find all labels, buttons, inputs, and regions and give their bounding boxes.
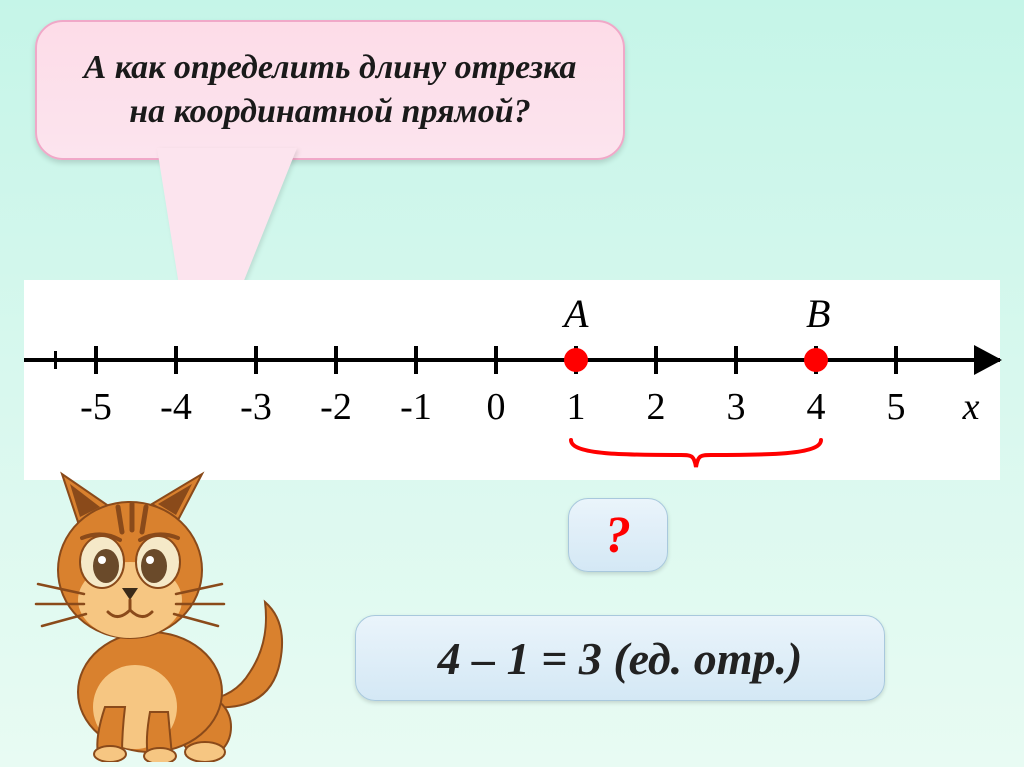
equation-text: 4 – 1 = 3 (ед. отр.) [438, 632, 803, 685]
tick-label: -2 [320, 385, 352, 429]
tick-label: 1 [567, 385, 586, 429]
tick-label: 5 [887, 385, 906, 429]
point-b-dot [804, 348, 828, 372]
tick [334, 346, 338, 374]
tick [174, 346, 178, 374]
tick-label: 4 [807, 385, 826, 429]
question-mark-text: ? [605, 506, 631, 565]
tick [734, 346, 738, 374]
segment-brace [566, 435, 826, 475]
tick [894, 346, 898, 374]
tick-label: 3 [727, 385, 746, 429]
tick [254, 346, 258, 374]
cat-illustration [10, 462, 295, 762]
axis-arrow [974, 345, 1002, 375]
point-b-label: В [806, 290, 830, 337]
tick-label: -4 [160, 385, 192, 429]
equation-box: 4 – 1 = 3 (ед. отр.) [355, 615, 885, 701]
tick [414, 346, 418, 374]
tick-label: 0 [487, 385, 506, 429]
tick-label: 2 [647, 385, 666, 429]
speech-bubble: А как определить длину отрезка на коорди… [35, 20, 625, 160]
point-a-label: А [564, 290, 588, 337]
point-a-dot [564, 348, 588, 372]
number-line: А В -5 -4 -3 -2 -1 0 1 2 3 4 5 х [24, 280, 1000, 480]
question-mark-box: ? [568, 498, 668, 572]
tick-label: -3 [240, 385, 272, 429]
question-text: А как определить длину отрезка на коорди… [67, 46, 593, 134]
tick [494, 346, 498, 374]
tick-label: -1 [400, 385, 432, 429]
tick [94, 346, 98, 374]
axis-var-label: х [963, 385, 980, 429]
tick-label: -5 [80, 385, 112, 429]
axis-line [24, 358, 1000, 362]
tick [654, 346, 658, 374]
